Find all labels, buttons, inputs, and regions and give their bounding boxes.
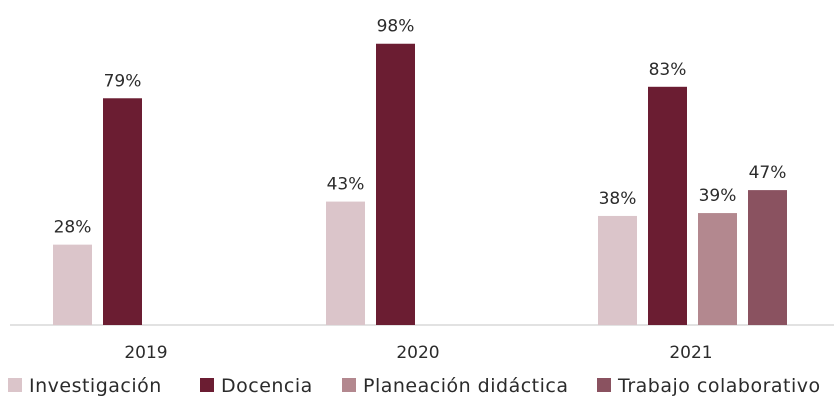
- bar-2020-2: [376, 43, 415, 326]
- legend-item-4: Trabajo colaborativo: [597, 375, 821, 397]
- legend-item-2: Docencia: [200, 375, 313, 397]
- legend-swatch-1: [8, 378, 22, 392]
- legend-swatch-3: [342, 378, 356, 392]
- bar-2020-1: [326, 201, 365, 325]
- value-label-2020-1: 43%: [327, 175, 365, 195]
- legend-label-2: Docencia: [221, 375, 313, 397]
- value-label-2019-1: 28%: [54, 218, 92, 238]
- value-label-2020-2: 98%: [377, 17, 415, 37]
- bar-2021-2: [648, 86, 687, 325]
- legend-label-4: Trabajo colaborativo: [617, 375, 821, 397]
- category-label-2020: 2020: [396, 343, 439, 363]
- legend-label-3: Planeación didáctica: [363, 375, 569, 397]
- bar-2019-1: [53, 244, 92, 325]
- legend-item-1: Investigación: [8, 375, 162, 397]
- category-labels-layer: 2019 2020 2021: [124, 343, 712, 363]
- legend-swatch-2: [200, 378, 214, 392]
- bar-2019-2: [103, 98, 142, 326]
- legend-label-1: Investigación: [29, 375, 162, 397]
- value-label-2021-2: 83%: [649, 60, 687, 80]
- bar-2021-3: [698, 213, 737, 325]
- legend-item-3: Planeación didáctica: [342, 375, 569, 397]
- legend-swatch-4: [597, 378, 611, 392]
- bars-layer: [53, 43, 787, 326]
- value-labels-layer: 28% 79% 43% 98% 38% 83% 39% 47%: [54, 17, 787, 238]
- value-label-2019-2: 79%: [104, 71, 142, 91]
- category-label-2021: 2021: [669, 343, 712, 363]
- legend: Investigación Docencia Planeación didáctic…: [8, 375, 821, 397]
- value-label-2021-4: 47%: [749, 163, 787, 183]
- category-label-2019: 2019: [124, 343, 167, 363]
- value-label-2021-1: 38%: [599, 189, 637, 209]
- bar-2021-4: [748, 190, 787, 325]
- bar-2021-1: [598, 215, 637, 325]
- value-label-2021-3: 39%: [699, 186, 737, 206]
